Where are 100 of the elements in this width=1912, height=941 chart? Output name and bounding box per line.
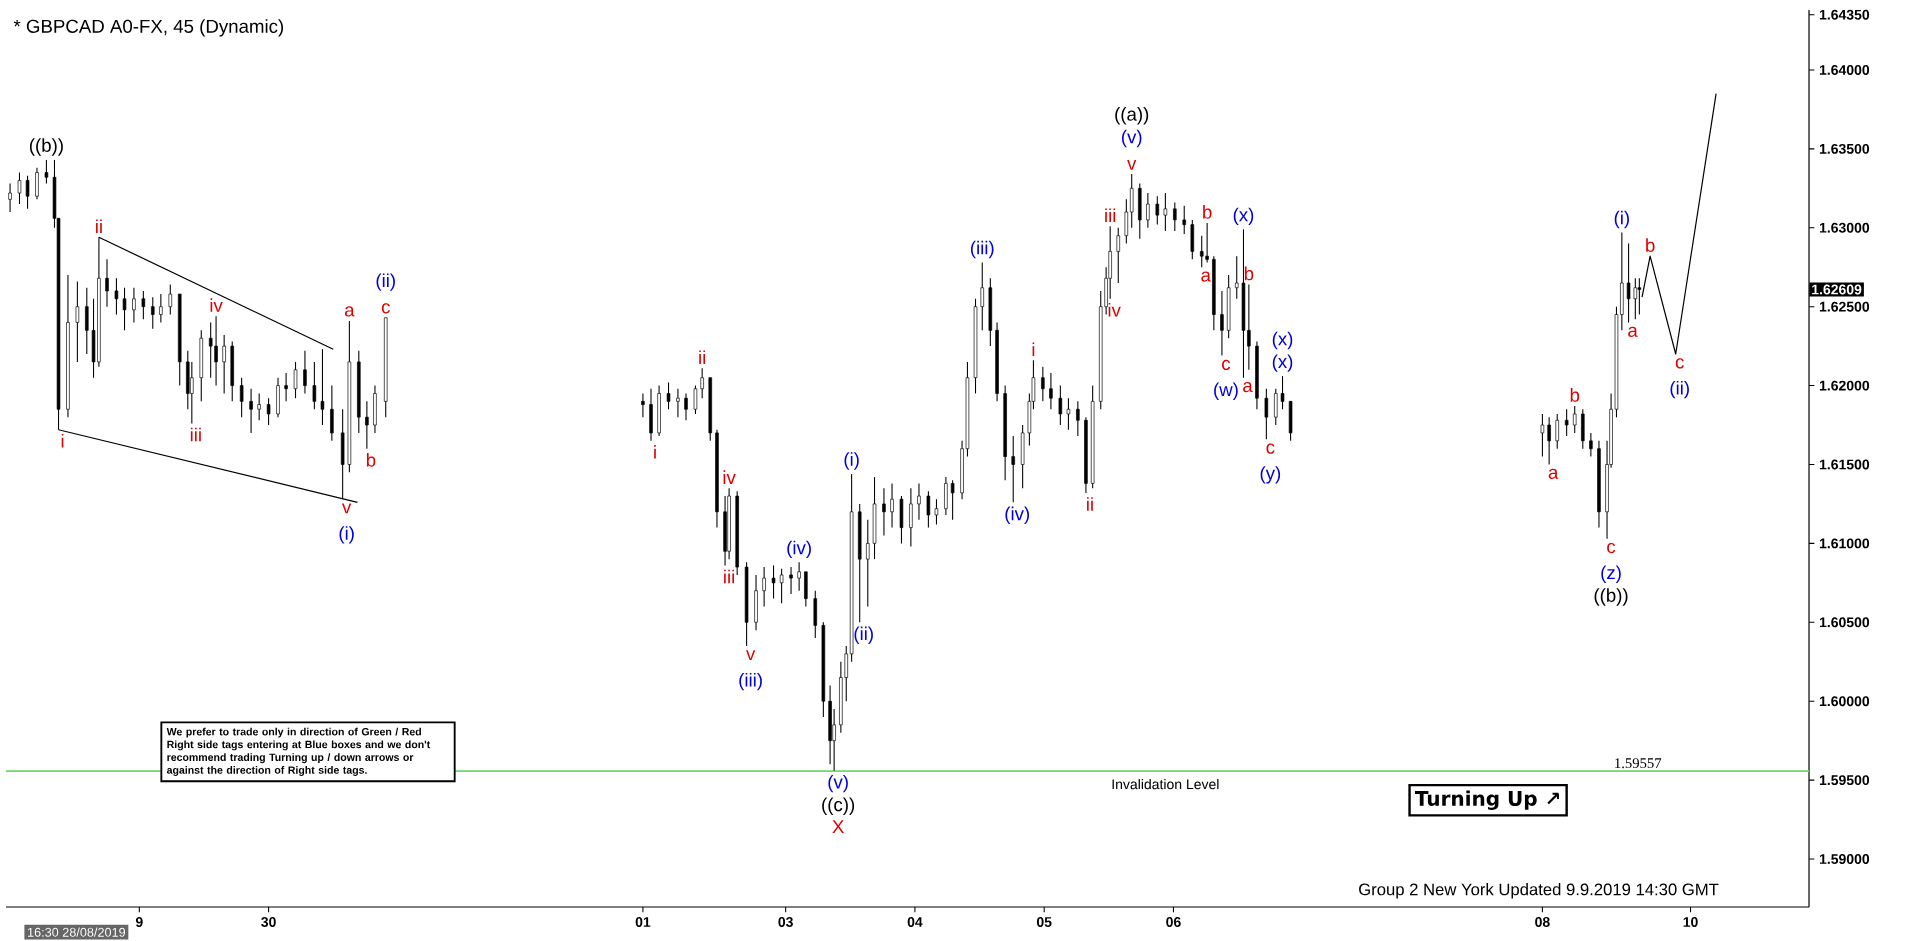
candlestick [1076,400,1080,437]
candlestick [249,388,253,434]
chart-title: * GBPCAD A0-FX, 45 (Dynamic) [13,19,284,37]
annotation: a [344,306,355,317]
candlestick [1155,195,1160,226]
candlestick [676,388,680,418]
annotation: iv [210,298,223,312]
candlestick [1129,173,1134,229]
annotation: a [1628,326,1638,337]
candlestick [980,261,985,331]
annotation: (iii) [739,672,762,691]
annotation: v [746,650,756,661]
candlestick [75,280,80,363]
candlestick [85,287,89,355]
candlestick [151,296,155,330]
candlestick [1626,243,1631,323]
y-tick-label: 1.64350 [1819,9,1870,20]
line-series [1641,93,1717,355]
candlestick [1280,375,1285,410]
candlestick [1011,435,1015,503]
candlestick [17,171,22,205]
candlestick [222,334,226,395]
annotation: b [1646,238,1655,252]
candlestick [1173,201,1177,232]
y-tick-label: 1.61000 [1819,538,1870,549]
annotation: c [381,303,390,314]
annotation: (x) [1272,354,1293,372]
candlestick [35,167,39,200]
annotation: ((c)) [822,797,855,815]
candlestick [8,183,12,213]
annotation: a [1201,271,1211,282]
x-tick-label: 05 [1036,917,1052,927]
annotation: b [1570,388,1580,402]
annotation: X [832,820,844,834]
candlestick [1163,192,1168,232]
candlestick [1564,408,1569,437]
annotation: (ii) [854,626,873,644]
y-tick-label: 1.59000 [1819,854,1870,864]
annotation: (x) [1272,331,1293,350]
candlestick [789,566,793,595]
candlestick [303,350,307,395]
x-tick-label: 04 [907,917,923,927]
annotation: (iv) [787,540,811,559]
candlestick [44,159,49,185]
candlestick [909,487,913,548]
annotation: (i) [844,452,859,470]
candlestick [1182,205,1186,235]
annotation: (w) [1214,382,1238,400]
candlestick [1041,366,1045,402]
annotation: v [342,503,352,514]
text: 1.62609 [1812,284,1862,295]
annotation: iv [1108,303,1121,317]
x-tick-label: 9 [135,917,143,927]
candlestick [122,287,127,331]
candlestick [293,361,298,399]
text: 16:30 28/08/2019 [28,927,126,937]
candlestick [1049,372,1053,410]
candlestick [693,385,698,415]
annotation: b [1244,266,1254,281]
annotation: iii [724,569,735,584]
y-tick-label: 1.64000 [1819,65,1870,75]
candlestick [684,392,688,421]
annotation: ii [699,350,706,364]
annotation: (iv) [1005,506,1030,525]
y-tick-label: 1.60500 [1819,617,1870,628]
candlestick [641,392,645,418]
annotation: iv [723,470,736,484]
candlestick [666,381,671,410]
candlestick [779,568,784,604]
annotation: (v) [1121,129,1142,148]
candlestick [1124,198,1129,245]
annotation: ((a)) [1115,107,1149,125]
annotation: a [1548,468,1559,479]
candlestick [762,566,766,608]
candlestick [1555,413,1559,450]
annotation: i [61,434,64,448]
y-tick-label: 1.62500 [1819,301,1870,312]
candlestick [890,482,894,529]
candlestick [882,487,886,537]
candlestick [1589,432,1593,458]
annotation: (v) [828,774,848,793]
candlestick [330,385,334,442]
annotation: ((b)) [1594,588,1628,606]
candlestick [266,397,271,426]
annotation: b [366,452,376,467]
x-tick-label: 01 [635,917,651,927]
candlestick [1066,397,1071,431]
candlestick [190,361,194,424]
candlestick [320,348,325,426]
annotation: (z) [1601,565,1621,583]
y-tick-label: 1.63000 [1819,222,1870,233]
ref-line-label: 1.59557 [1615,758,1662,769]
annotation: Turning Up ↗ [1414,790,1559,810]
annotation: c [1675,358,1684,369]
candlestick [797,561,801,592]
candlestick [1220,290,1224,357]
candlestick [934,498,939,525]
x-tick-label: 03 [778,917,793,927]
candlestick [1547,416,1551,466]
x-tick-label: 30 [261,917,276,927]
